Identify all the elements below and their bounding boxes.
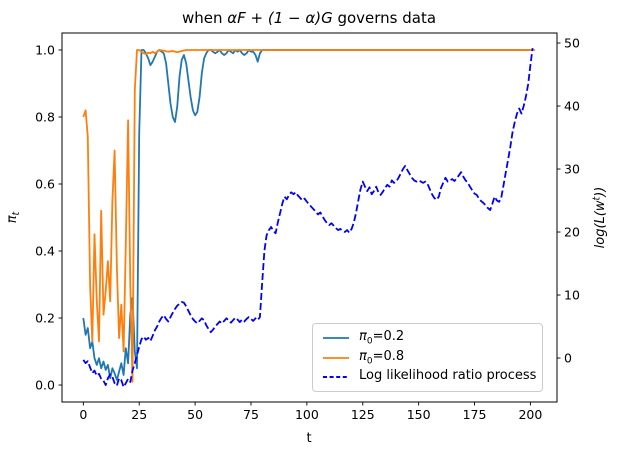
axes-spines xyxy=(61,32,558,403)
y-tick-label-left: 0.2 xyxy=(35,310,55,325)
legend-label: π0=0.2 xyxy=(359,329,405,347)
y-axis-label-left: πt xyxy=(5,210,22,223)
y-tick-label-left: 0.0 xyxy=(35,377,55,392)
legend-entry-pi0-0.8: π0=0.8 xyxy=(321,348,534,368)
y-tick-label-right: 20 xyxy=(564,224,580,239)
legend-label: Log likelihood ratio process xyxy=(359,368,537,384)
legend-box: π0=0.2 π0=0.8 Log likelihood ratio proce… xyxy=(312,323,543,392)
chart-title: when αF + (1 − α)G governs data xyxy=(182,9,436,27)
legend-label: π0=0.8 xyxy=(359,348,405,367)
legend-line-sample-orange xyxy=(323,356,349,359)
x-tick-label: 125 xyxy=(351,407,375,422)
y-axis-label-right: log(L(wt)) xyxy=(592,187,609,249)
y-tick-label-right: 10 xyxy=(564,287,580,302)
y-tick-label-left: 0.6 xyxy=(35,176,55,191)
x-tick-label: 0 xyxy=(79,407,87,422)
y-tick-label-left: 0.8 xyxy=(35,109,55,124)
x-tick-label: 50 xyxy=(187,407,203,422)
x-tick-label: 175 xyxy=(463,407,487,422)
series-line--0-0.8 xyxy=(82,49,535,383)
ticks-group: 0 25 50 75 100 125 150 175 2000.00.20.40.60.81.0… xyxy=(35,35,580,422)
x-tick-label: 100 xyxy=(295,407,319,422)
x-tick-label: 75 xyxy=(243,407,259,422)
series-line--0-0.2 xyxy=(82,49,531,381)
x-tick-label: 200 xyxy=(518,407,542,422)
y-tick-label-right: 30 xyxy=(564,161,580,176)
legend-entry-log-likelihood: Log likelihood ratio process xyxy=(321,367,537,387)
legend-entry-pi0-0.2: π0=0.2 xyxy=(321,328,534,348)
x-tick-label: 150 xyxy=(407,407,431,422)
y-tick-label-left: 0.4 xyxy=(35,243,55,258)
legend-line-sample-teal xyxy=(323,336,349,339)
y-tick-label-right: 50 xyxy=(564,35,580,50)
x-tick-label: 25 xyxy=(131,407,147,422)
legend-line-sample-blue-dashed xyxy=(323,376,349,379)
y-tick-label-left: 1.0 xyxy=(35,42,55,57)
series-line-log-likelihood-ratio-process xyxy=(82,47,534,388)
y-tick-label-right: 40 xyxy=(564,98,580,113)
y-tick-label-right: 0 xyxy=(564,350,572,365)
x-axis-label: t xyxy=(306,431,311,446)
series-group xyxy=(82,47,535,388)
